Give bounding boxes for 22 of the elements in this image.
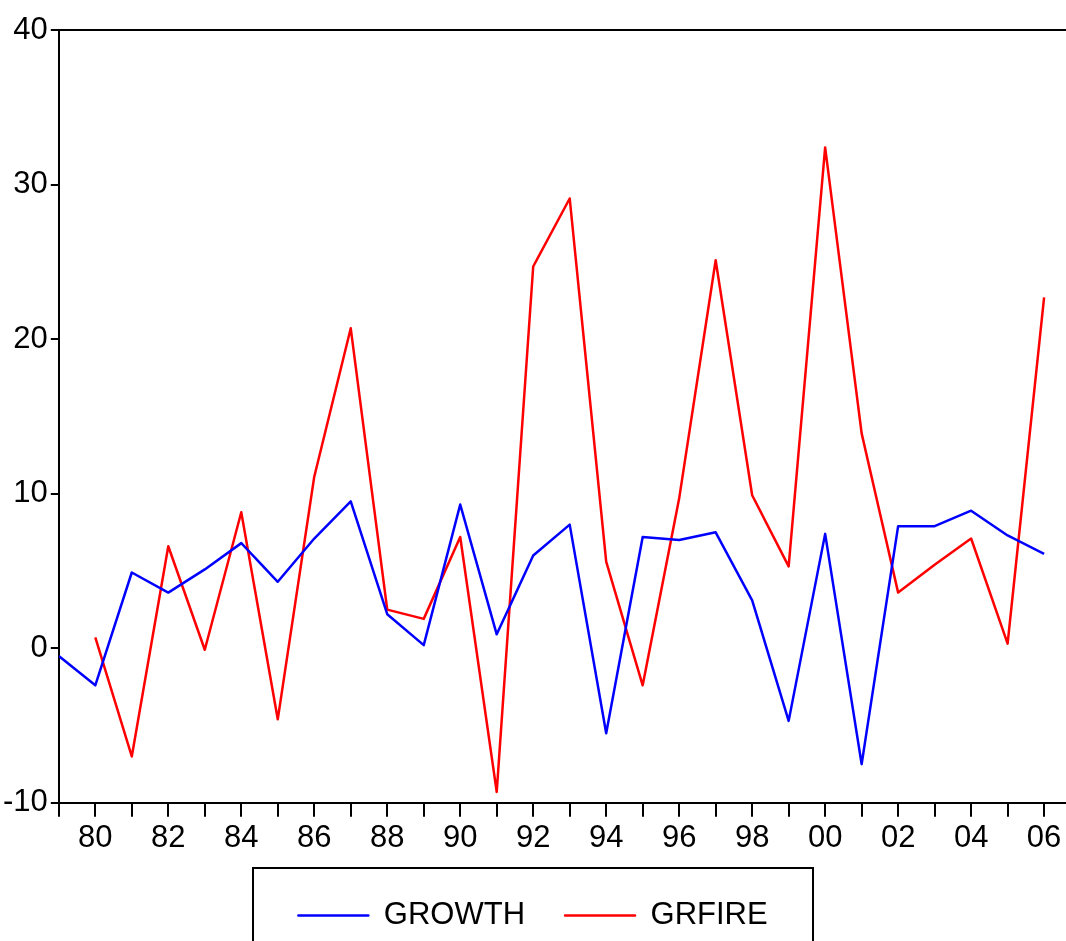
- y-tick-label: 0: [30, 628, 48, 664]
- x-tick-label: 80: [78, 818, 113, 854]
- legend-label: GROWTH: [383, 896, 526, 932]
- x-tick-label: 84: [224, 818, 259, 854]
- x-tick-label: 86: [297, 818, 332, 854]
- x-tick-label: 06: [1026, 818, 1062, 854]
- x-tick-label: 90: [442, 818, 478, 854]
- y-tick-label: 40: [13, 10, 48, 46]
- x-tick-label: 92: [515, 818, 551, 854]
- x-tick-label: 82: [151, 818, 186, 854]
- x-tick-label: 04: [953, 818, 989, 854]
- x-tick-label: 94: [588, 818, 624, 854]
- y-tick-label: 20: [13, 319, 48, 355]
- x-tick-label: 02: [880, 818, 916, 854]
- y-tick-label: 10: [13, 474, 48, 510]
- y-tick-label: 30: [13, 165, 48, 201]
- x-tick-label: 00: [807, 818, 843, 854]
- x-tick-label: 88: [370, 818, 405, 854]
- x-tick-label: 98: [734, 818, 770, 854]
- x-tick-label: 96: [661, 818, 697, 854]
- legend-label: GRFIRE: [650, 896, 768, 932]
- y-tick-label: -10: [2, 783, 48, 819]
